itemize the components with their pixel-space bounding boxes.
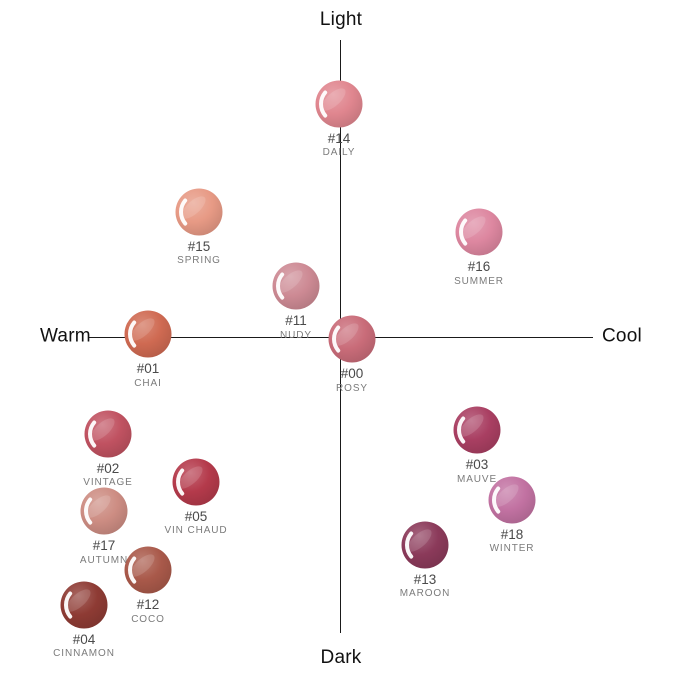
swatch-number: #05 — [184, 508, 208, 524]
lip-color-blob-icon — [453, 406, 501, 454]
swatch-label: #12 COCO — [73, 597, 223, 625]
swatch-name: CHAI — [134, 377, 162, 389]
lip-color-blob-icon — [175, 188, 223, 236]
lip-color-blob-icon — [124, 546, 172, 594]
swatch-label: #17 AUTUMN — [29, 538, 179, 566]
lip-color-blob-icon — [172, 458, 220, 506]
swatch-winter: #18 WINTER — [488, 476, 536, 554]
swatch-label: #03 MAUVE — [402, 457, 552, 485]
axis-label-warm: Warm — [40, 325, 91, 347]
swatch-name: COCO — [131, 613, 165, 625]
swatch-number: #18 — [500, 526, 524, 542]
swatch-number: #17 — [92, 538, 116, 553]
lip-color-blob-icon — [84, 410, 132, 458]
swatch-number: #15 — [187, 238, 211, 254]
swatch-number: #00 — [340, 366, 364, 382]
lip-color-blob-icon — [315, 80, 363, 128]
swatch-label: #11 NUDY — [221, 313, 371, 341]
swatch-number: #16 — [467, 259, 491, 274]
swatch-label: #16 SUMMER — [404, 259, 554, 287]
swatch-vin-chaud: #05 VIN CHAUD — [164, 458, 227, 536]
swatch-name: ROSY — [336, 382, 368, 394]
swatch-spring: #15 SPRING — [175, 188, 223, 266]
swatch-mauve: #03 MAUVE — [453, 406, 501, 485]
swatch-name: DAILY — [322, 147, 356, 159]
lip-color-blob-icon — [272, 262, 320, 310]
swatch-autumn: #17 AUTUMN — [80, 487, 128, 566]
lip-color-blob-icon — [401, 521, 449, 569]
swatch-summer: #16 SUMMER — [454, 208, 503, 287]
swatch-name: AUTUMN — [79, 554, 129, 566]
swatch-name: MAUVE — [456, 473, 498, 485]
swatch-cinnamon: #04 CINNAMON — [53, 581, 114, 659]
swatch-name: CINNAMON — [53, 648, 115, 660]
axis-label-cool: Cool — [602, 325, 642, 347]
lip-color-blob-icon — [60, 581, 108, 629]
swatch-label: #14 DAILY — [264, 131, 414, 159]
swatch-name: SPRING — [177, 255, 221, 267]
swatch-label: #04 CINNAMON — [9, 632, 159, 660]
swatch-label: #05 VIN CHAUD — [121, 509, 271, 537]
swatch-name: WINTER — [489, 543, 535, 555]
swatch-label: #02 VINTAGE — [33, 461, 183, 489]
swatch-chai: #01 CHAI — [124, 310, 172, 389]
swatch-maroon: #13 MAROON — [400, 521, 449, 599]
swatch-name: VIN CHAUD — [164, 525, 228, 537]
swatch-name: VINTAGE — [83, 477, 133, 489]
axis-label-dark: Dark — [320, 647, 362, 668]
swatch-name: NUDY — [280, 329, 312, 341]
swatch-number: #11 — [285, 313, 307, 328]
swatch-daily: #14 DAILY — [315, 80, 363, 158]
swatch-rosy: #00 ROSY — [328, 315, 376, 394]
swatch-label: #15 SPRING — [124, 239, 274, 267]
swatch-name: SUMMER — [454, 275, 504, 287]
swatch-number: #13 — [413, 571, 437, 587]
swatch-label: #18 WINTER — [437, 527, 587, 555]
swatch-number: #04 — [72, 631, 96, 647]
lip-color-blob-icon — [80, 487, 128, 535]
axis-label-light: Light — [319, 9, 363, 30]
swatch-number: #02 — [96, 460, 120, 476]
swatch-label: #00 ROSY — [277, 366, 427, 394]
lip-color-blob-icon — [488, 476, 536, 524]
swatch-nudy: #11 NUDY — [272, 262, 320, 341]
lip-color-blob-icon — [124, 310, 172, 358]
swatch-label: #13 MAROON — [350, 572, 500, 600]
swatch-number: #03 — [465, 457, 489, 472]
swatch-coco: #12 COCO — [124, 546, 172, 625]
swatch-number: #01 — [136, 361, 160, 376]
swatch-number: #14 — [327, 130, 351, 146]
swatch-vintage: #02 VINTAGE — [83, 410, 132, 488]
swatch-number: #12 — [136, 597, 160, 613]
swatch-label: #01 CHAI — [73, 361, 223, 389]
lip-color-blob-icon — [455, 208, 503, 256]
lip-color-blob-icon — [328, 315, 376, 363]
swatch-name: MAROON — [399, 588, 451, 600]
